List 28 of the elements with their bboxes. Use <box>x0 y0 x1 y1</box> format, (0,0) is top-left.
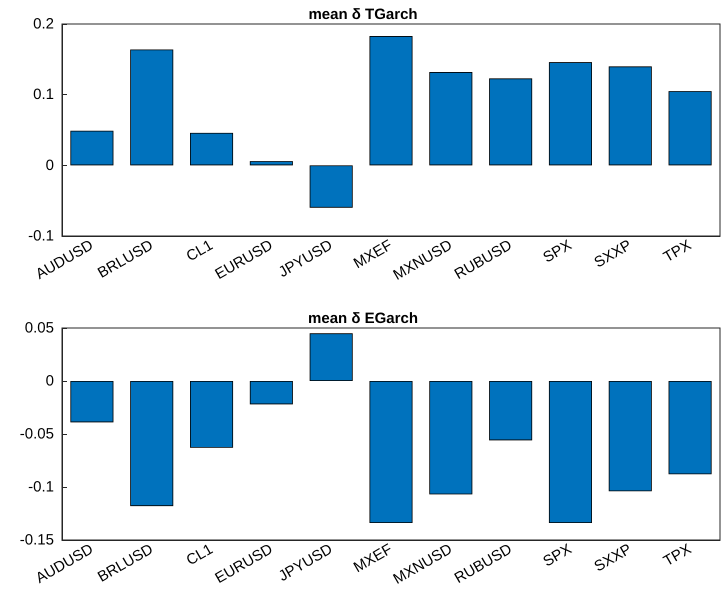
bar <box>608 66 652 166</box>
x-tick-label: TPX <box>660 540 694 570</box>
x-tick-label: CL1 <box>183 236 216 266</box>
y-tick-label: 0.2 <box>33 16 54 32</box>
chart-title: mean δ EGarch <box>308 310 418 327</box>
bar <box>70 130 114 166</box>
x-tick-label: SPX <box>540 540 575 570</box>
bar <box>369 36 413 166</box>
bar <box>489 78 532 166</box>
chart-title: mean δ TGarch <box>308 6 418 23</box>
y-tick-label: -0.15 <box>20 532 54 548</box>
bar <box>310 165 353 208</box>
bar <box>190 132 234 166</box>
y-tick-label: -0.1 <box>28 478 54 496</box>
bar <box>668 91 712 166</box>
x-tick-label: SPX <box>540 236 575 266</box>
bar <box>429 72 472 166</box>
y-tick-label: 0 <box>46 372 54 390</box>
y-tick-label: 0.05 <box>24 320 54 336</box>
y-tick-label: 0 <box>46 156 54 174</box>
x-tick-label: TPX <box>660 236 694 266</box>
bar <box>130 49 174 166</box>
x-tick-label: CL1 <box>183 540 216 570</box>
bar <box>548 62 592 166</box>
y-tick-label: 0.1 <box>33 86 54 104</box>
y-tick-label: -0.05 <box>20 426 54 442</box>
y-tick-label: -0.1 <box>28 228 54 244</box>
bar <box>250 161 293 166</box>
